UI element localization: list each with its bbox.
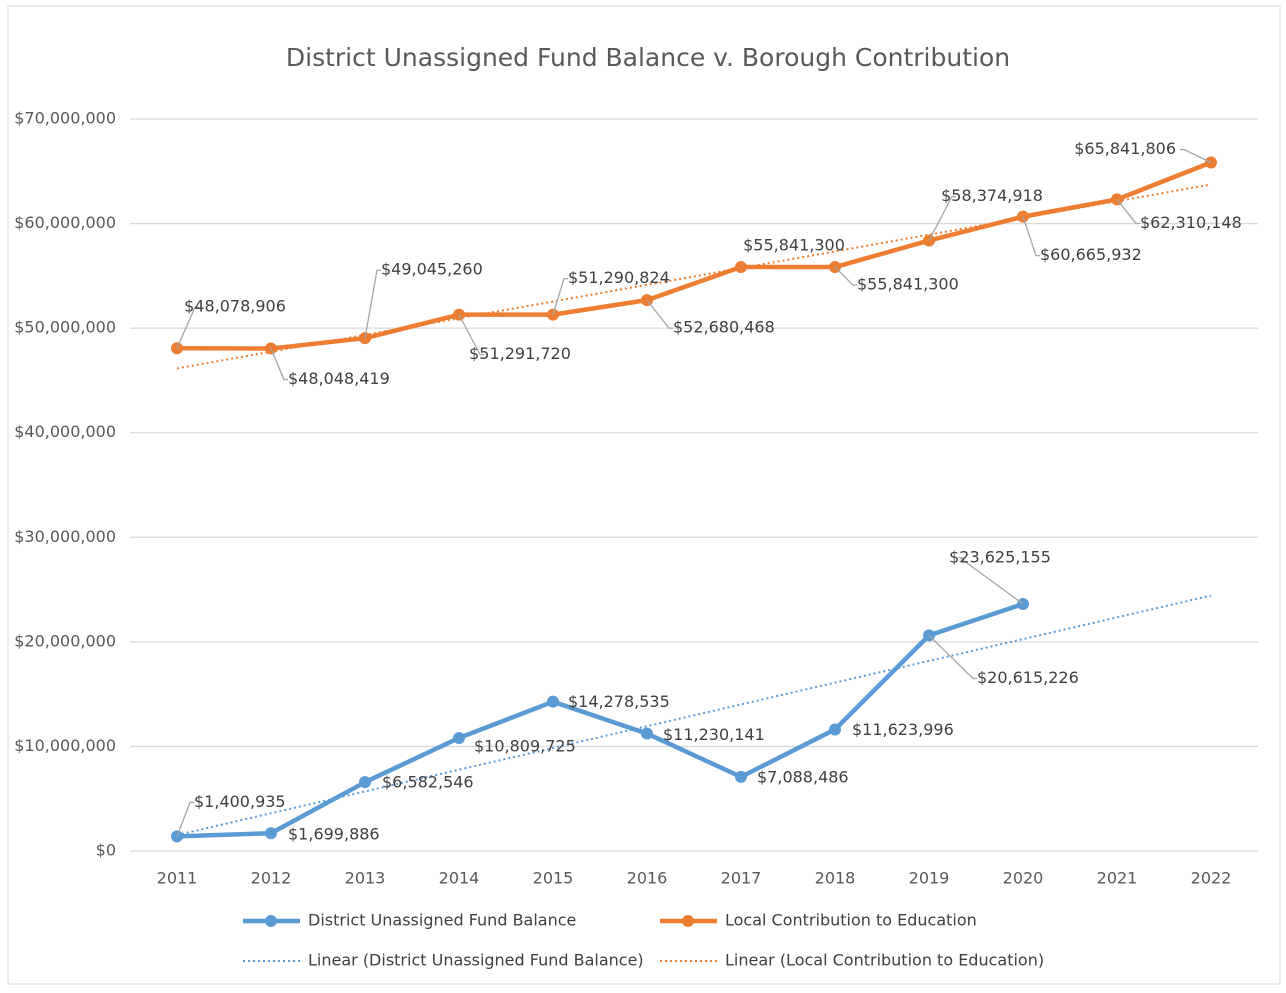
data-label: $65,841,806 [1074, 139, 1176, 158]
y-tick-label: $70,000,000 [14, 109, 116, 128]
leader-line [928, 634, 977, 680]
legend-marker [682, 915, 694, 927]
x-tick-label: 2018 [815, 869, 856, 888]
leader-line [552, 277, 568, 315]
data-label: $62,310,148 [1140, 213, 1242, 232]
data-label: $51,290,824 [568, 268, 670, 287]
chart-title: District Unassigned Fund Balance v. Boro… [286, 43, 1010, 72]
legend-marker [265, 915, 277, 927]
x-tick-label: 2015 [533, 869, 574, 888]
data-label: $48,078,906 [184, 297, 286, 316]
leader-line [1022, 216, 1040, 257]
leader-line [1180, 148, 1212, 164]
data-label: $52,680,468 [673, 318, 775, 337]
data-point [453, 731, 465, 744]
x-tick-label: 2019 [909, 869, 950, 888]
legend-label: Local Contribution to Education [725, 911, 977, 930]
leader-line [958, 557, 1024, 605]
data-label: $1,400,935 [194, 792, 286, 811]
data-label: $23,625,155 [949, 547, 1051, 566]
leader-line [176, 306, 199, 349]
data-label: $60,665,932 [1040, 245, 1142, 264]
data-label: $51,291,720 [469, 344, 571, 363]
x-tick-label: 2017 [721, 869, 762, 888]
x-tick-label: 2022 [1191, 869, 1232, 888]
data-label: $20,615,226 [977, 668, 1079, 687]
y-tick-label: $40,000,000 [14, 422, 116, 441]
leader-line [928, 195, 956, 241]
data-label: $55,841,300 [743, 236, 845, 255]
y-tick-label: $60,000,000 [14, 213, 116, 232]
x-tick-label: 2021 [1097, 869, 1138, 888]
y-tick-label: $10,000,000 [14, 736, 116, 755]
data-point [735, 261, 747, 274]
x-tick-label: 2016 [627, 869, 668, 888]
x-tick-label: 2011 [157, 869, 198, 888]
leader-line [270, 348, 288, 381]
leader-line [176, 801, 194, 837]
data-label: $58,374,918 [941, 186, 1043, 205]
data-label: $55,841,300 [857, 275, 959, 294]
data-label: $11,230,141 [663, 725, 765, 744]
data-point [829, 723, 841, 736]
chart-border [7, 5, 1281, 985]
leader-line [364, 269, 381, 339]
data-point [547, 695, 559, 708]
series-line [176, 160, 1212, 351]
legend-trend-label: Linear (District Unassigned Fund Balance… [308, 951, 644, 970]
y-tick-label: $0 [96, 841, 116, 860]
data-label: $1,699,886 [288, 825, 380, 844]
data-label: $11,623,996 [852, 720, 954, 739]
data-label: $14,278,535 [568, 692, 670, 711]
data-point [735, 770, 747, 783]
x-tick-label: 2020 [1003, 869, 1044, 888]
leader-line [834, 266, 857, 286]
data-label: $6,582,546 [382, 773, 474, 792]
series-line [176, 601, 1024, 839]
y-tick-label: $30,000,000 [14, 527, 116, 546]
data-label: $7,088,486 [757, 767, 849, 786]
data-label: $49,045,260 [381, 260, 483, 279]
leader-line [1116, 199, 1140, 225]
leader-line [458, 314, 484, 356]
legend-trend-label: Linear (Local Contribution to Education) [725, 951, 1044, 970]
x-tick-label: 2014 [439, 869, 480, 888]
data-point [359, 776, 371, 789]
trendline [176, 594, 1212, 836]
x-tick-label: 2012 [251, 869, 292, 888]
data-label: $10,809,725 [474, 736, 576, 755]
y-tick-label: $20,000,000 [14, 631, 116, 650]
legend-label: District Unassigned Fund Balance [308, 911, 576, 930]
data-point [641, 727, 653, 740]
data-point [265, 827, 277, 840]
x-tick-label: 2013 [345, 869, 386, 888]
y-tick-label: $50,000,000 [14, 318, 116, 337]
data-label: $48,048,419 [288, 369, 390, 388]
leader-line [646, 299, 673, 329]
